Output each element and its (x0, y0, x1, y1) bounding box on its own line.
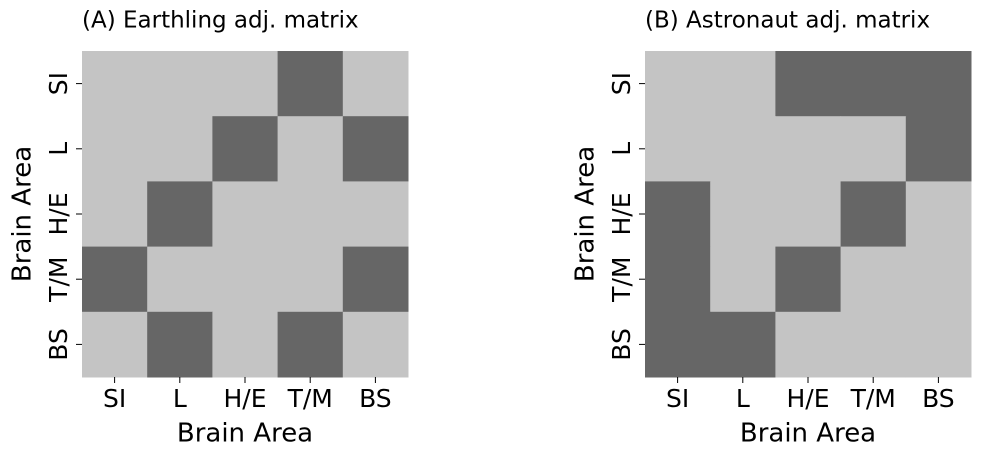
y-tick-label: SI (44, 72, 73, 95)
heatmap-cell (840, 116, 907, 182)
x-axis-label: Brain Area (740, 419, 876, 449)
y-axis-label: Brain Area (8, 146, 38, 282)
x-tick-label: SI (103, 384, 126, 413)
heatmap-cell (775, 311, 842, 378)
x-tick-label: BS (922, 384, 955, 413)
y-tick-label: SI (607, 72, 636, 95)
heatmap-cell (775, 246, 842, 313)
x-tick-label: H/E (223, 384, 266, 413)
heatmap-cell (147, 311, 213, 378)
heatmap-cell (645, 311, 711, 378)
heatmap-cell (212, 51, 279, 117)
heatmap-cell (342, 51, 409, 117)
heatmap-cell (645, 181, 711, 248)
heatmap-cell (212, 311, 279, 378)
heatmap-cell (212, 116, 279, 182)
heatmap-cell (277, 181, 344, 248)
heatmap-cell (905, 311, 972, 378)
heatmap-cell (840, 181, 907, 248)
y-tick-label: H/E (44, 192, 73, 235)
heatmap-cell (277, 246, 344, 313)
heatmap-cell (147, 181, 213, 248)
x-tick-label: T/M (850, 384, 896, 413)
chart-title: (B) Astronaut adj. matrix (645, 8, 930, 34)
heatmap-cell (277, 311, 344, 378)
x-tick-label: L (736, 384, 750, 413)
heatmap-cell (710, 51, 776, 117)
heatmap-cell (645, 116, 711, 182)
x-tick-label: BS (359, 384, 392, 413)
x-tick-label: H/E (786, 384, 829, 413)
y-tick-label: H/E (607, 192, 636, 235)
y-tick-label: L (44, 142, 73, 156)
heatmap-cell (212, 246, 279, 313)
heatmap-cell (147, 51, 213, 117)
heatmap-cell (342, 246, 409, 313)
y-tick-label: L (607, 142, 636, 156)
y-tick-label: T/M (607, 257, 636, 303)
x-tick-label: T/M (287, 384, 333, 413)
heatmap-cell (840, 51, 907, 117)
y-tick-label: T/M (44, 257, 73, 303)
heatmap-cell (342, 181, 409, 248)
y-tick-label: BS (607, 328, 636, 361)
heatmap-cell (277, 116, 344, 182)
heatmap-cell (645, 51, 711, 117)
heatmap-cell (775, 116, 842, 182)
heatmap-cell (82, 311, 148, 378)
y-tick-label: BS (44, 328, 73, 361)
heatmap-cell (775, 181, 842, 248)
heatmap-cell (905, 246, 972, 313)
heatmap-cell (82, 246, 148, 313)
heatmap-cell (710, 181, 776, 248)
heatmap-cell (775, 51, 842, 117)
heatmap-cell (147, 246, 213, 313)
heatmap-cell (342, 116, 409, 182)
heatmap-cell (277, 51, 344, 117)
heatmap-cell (710, 116, 776, 182)
heatmap-cell (212, 181, 279, 248)
heatmap-cell (645, 246, 711, 313)
heatmap-cell (82, 51, 148, 117)
heatmap-cell (342, 311, 409, 378)
x-tick-label: L (173, 384, 187, 413)
heatmap-cell (147, 116, 213, 182)
heatmap-cell (905, 51, 972, 117)
y-axis-label: Brain Area (571, 146, 601, 282)
heatmap-cell (840, 246, 907, 313)
heatmap-cell (905, 181, 972, 248)
heatmap-cell (710, 311, 776, 378)
heatmap-cell (840, 311, 907, 378)
x-tick-label: SI (666, 384, 689, 413)
x-axis-label: Brain Area (177, 419, 313, 449)
heatmap-cell (82, 181, 148, 248)
chart-title: (A) Earthling adj. matrix (82, 8, 359, 34)
heatmap-cell (82, 116, 148, 182)
heatmap-cell (710, 246, 776, 313)
heatmap-cell (905, 116, 972, 182)
